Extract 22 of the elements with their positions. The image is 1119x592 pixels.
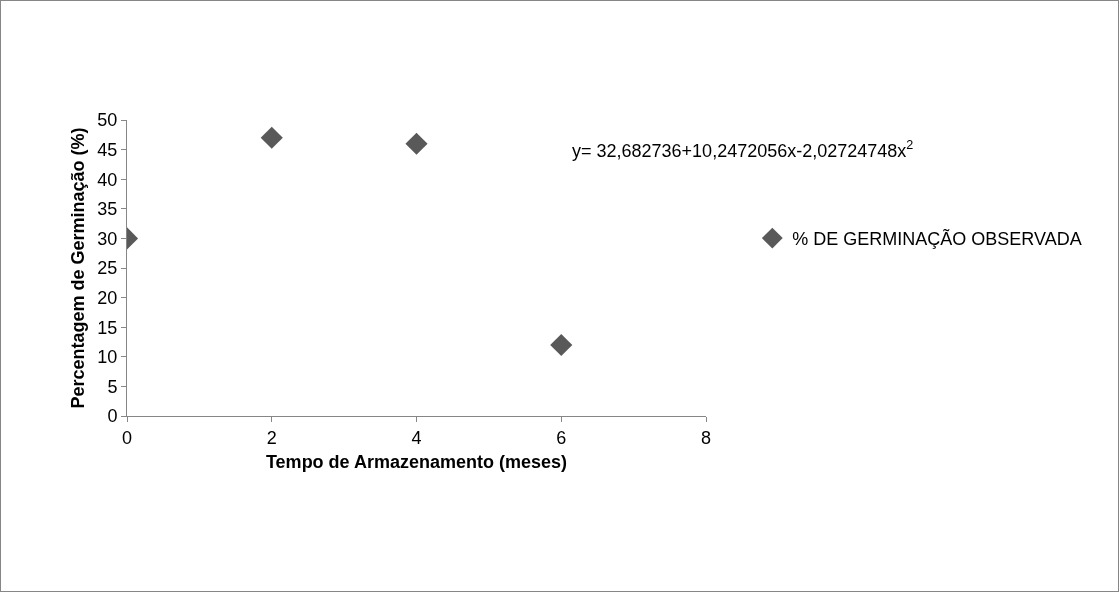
y-tick-label: 10 bbox=[97, 347, 118, 368]
point bbox=[405, 132, 428, 155]
y-tick-label: 25 bbox=[97, 258, 118, 279]
x-axis-title: Tempo de Armazenamento (meses) bbox=[265, 451, 568, 472]
y-tick-label: 30 bbox=[97, 228, 118, 249]
y-axis-title: Percentagem de Germinação (%) bbox=[67, 127, 88, 409]
y-tick-label: 0 bbox=[107, 406, 118, 427]
y-tick-label: 45 bbox=[97, 139, 118, 160]
y-tick-label: 5 bbox=[107, 376, 118, 397]
point bbox=[550, 333, 573, 357]
x-tick-label: 4 bbox=[411, 427, 422, 448]
y-tick-label: 15 bbox=[97, 317, 118, 338]
annotation: y= 32,682736+10,2472056x-2,02724748x$^{2}$ bbox=[572, 138, 914, 161]
y-tick-label: 20 bbox=[97, 287, 118, 308]
x-tick-label: 2 bbox=[266, 427, 277, 448]
x-tick-label: 8 bbox=[700, 427, 712, 448]
x-tick-label: 6 bbox=[556, 427, 567, 448]
y-tick-label: 40 bbox=[97, 169, 118, 190]
y-tick-label: 35 bbox=[97, 199, 118, 220]
legend-label: % DE GERMINAÇÃO OBSERVADA bbox=[792, 228, 1082, 250]
y-tick-label: 50 bbox=[97, 110, 118, 131]
x-tick-label: 0 bbox=[121, 427, 133, 448]
